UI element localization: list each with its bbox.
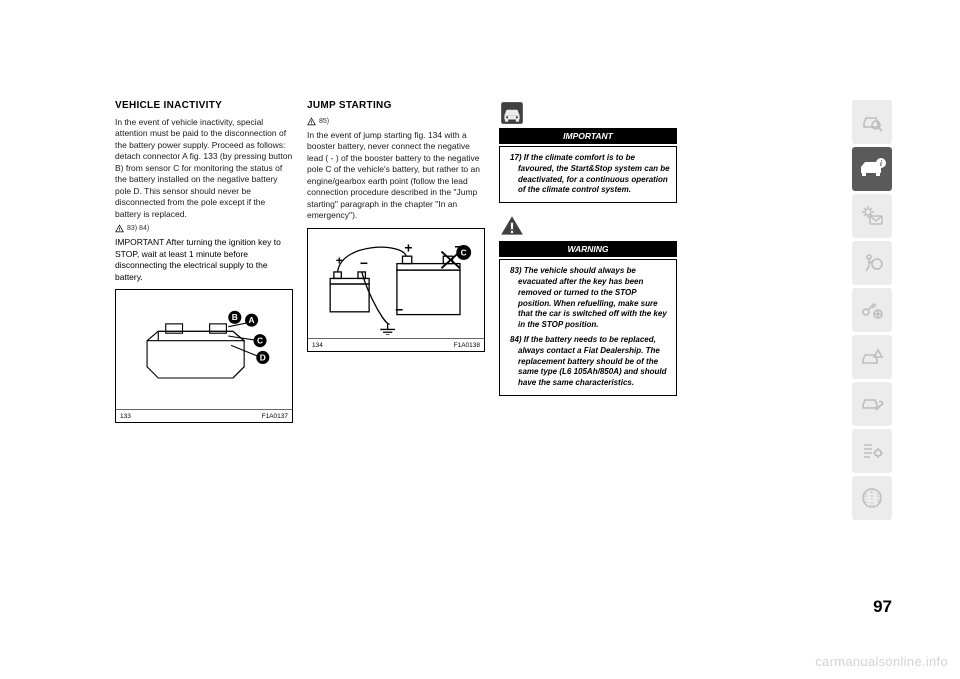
warning-triangle-icon: [115, 224, 124, 233]
tab-service[interactable]: [852, 382, 892, 426]
tab-hazard[interactable]: [852, 335, 892, 379]
figure-134: + − + − − C 134 F1A0138: [307, 228, 485, 352]
svg-text:−: −: [360, 255, 368, 271]
heading-jump-starting: JUMP STARTING: [307, 100, 485, 111]
car-wrench-icon: [860, 392, 884, 416]
svg-text:D: D: [260, 352, 266, 362]
body-vehicle-inactivity: In the event of vehicle inactivity, spec…: [115, 117, 293, 220]
svg-text:D: D: [870, 503, 875, 509]
svg-text:Z: Z: [870, 489, 874, 495]
airbag-icon: [860, 251, 884, 275]
svg-text:C: C: [257, 336, 263, 346]
figure-134-code: F1A0138: [454, 342, 480, 349]
important-17: 17) If the climate comfort is to be favo…: [506, 153, 670, 196]
warning-ref-83-84: 83) 84): [115, 224, 293, 233]
column-2: JUMP STARTING 85) In the event of jump s…: [307, 100, 485, 423]
tab-search[interactable]: [852, 100, 892, 144]
warning-84: 84) If the battery needs to be replaced,…: [506, 335, 670, 389]
warning-ref-85: 85): [307, 117, 485, 126]
warning-triangle-icon: [307, 117, 316, 126]
warning-box: 83) The vehicle should always be evacuat…: [499, 259, 677, 396]
svg-text:B: B: [863, 493, 867, 499]
car-info-icon: i: [857, 157, 887, 181]
figure-133-num: 133: [120, 413, 131, 420]
important-title: IMPORTANT: [499, 128, 677, 144]
svg-text:A: A: [249, 315, 255, 325]
heading-vehicle-inactivity: VEHICLE INACTIVITY: [115, 100, 293, 111]
columns: VEHICLE INACTIVITY In the event of vehic…: [115, 100, 845, 423]
page-number: 97: [873, 597, 892, 617]
svg-text:T: T: [870, 496, 874, 502]
car-magnify-icon: [860, 110, 884, 134]
sidebar-tabs: i ZEADCBT: [852, 100, 892, 520]
column-3: IMPORTANT 17) If the climate comfort is …: [499, 100, 677, 423]
important-box: 17) If the climate comfort is to be favo…: [499, 146, 677, 203]
column-1: VEHICLE INACTIVITY In the event of vehic…: [115, 100, 293, 423]
important-note: IMPORTANT After turning the ignition key…: [115, 237, 293, 283]
list-gear-icon: [860, 439, 884, 463]
warning-title: WARNING: [499, 241, 677, 257]
figure-133-code: F1A0137: [262, 413, 288, 420]
figure-133-image: B A C D: [116, 290, 292, 410]
figure-134-image: + − + − − C: [308, 229, 484, 339]
tab-dashboard-active[interactable]: i: [852, 147, 892, 191]
watermark: carmanualsonline.info: [815, 654, 948, 669]
svg-text:+: +: [404, 239, 412, 255]
warning-ref-text: 85): [319, 118, 329, 125]
warning-ref-text: 83) 84): [127, 225, 149, 232]
tab-specs[interactable]: [852, 429, 892, 473]
car-hazard-icon: [860, 345, 884, 369]
svg-text:C: C: [864, 499, 869, 505]
tab-index[interactable]: ZEADCBT: [852, 476, 892, 520]
svg-text:C: C: [461, 247, 467, 257]
body-jump-starting: In the event of jump starting fig. 134 w…: [307, 130, 485, 222]
key-wheel-icon: [860, 298, 884, 322]
svg-text:−: −: [395, 301, 403, 317]
warning-triangle-icon-large: [499, 213, 525, 239]
sun-mail-icon: [860, 204, 884, 228]
svg-text:B: B: [232, 312, 238, 322]
figure-133: B A C D 133 F1A0137: [115, 289, 293, 423]
svg-text:+: +: [336, 253, 343, 267]
warning-83: 83) The vehicle should always be evacuat…: [506, 266, 670, 331]
svg-text:A: A: [877, 499, 881, 505]
tab-key[interactable]: [852, 288, 892, 332]
tab-weather[interactable]: [852, 194, 892, 238]
compass-letters-icon: ZEADCBT: [860, 486, 884, 510]
page-content: VEHICLE INACTIVITY In the event of vehic…: [115, 100, 845, 610]
car-front-icon: [499, 100, 525, 126]
tab-airbag[interactable]: [852, 241, 892, 285]
figure-134-num: 134: [312, 342, 323, 349]
